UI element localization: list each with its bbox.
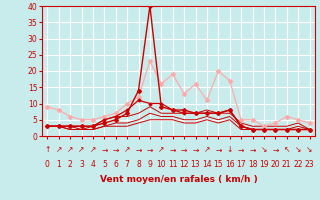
Text: →: → [192, 146, 199, 154]
Text: ↗: ↗ [90, 146, 96, 154]
Text: 17: 17 [236, 160, 246, 169]
Text: ↗: ↗ [55, 146, 62, 154]
Text: ↑: ↑ [44, 146, 51, 154]
Text: ↓: ↓ [227, 146, 233, 154]
Text: 15: 15 [213, 160, 223, 169]
Text: →: → [170, 146, 176, 154]
Text: 21: 21 [282, 160, 292, 169]
Text: 8: 8 [136, 160, 141, 169]
Text: ↗: ↗ [78, 146, 85, 154]
Text: ↗: ↗ [158, 146, 164, 154]
Text: 1: 1 [56, 160, 61, 169]
Text: →: → [215, 146, 221, 154]
Text: ↗: ↗ [67, 146, 73, 154]
Text: 16: 16 [225, 160, 235, 169]
Text: 19: 19 [259, 160, 269, 169]
Text: ↗: ↗ [124, 146, 130, 154]
Text: 10: 10 [156, 160, 166, 169]
Text: 11: 11 [168, 160, 178, 169]
Text: ↘: ↘ [295, 146, 301, 154]
Text: Vent moyen/en rafales ( km/h ): Vent moyen/en rafales ( km/h ) [100, 175, 257, 184]
Text: 12: 12 [179, 160, 189, 169]
Text: 14: 14 [202, 160, 212, 169]
Text: 9: 9 [148, 160, 152, 169]
Text: 7: 7 [125, 160, 130, 169]
Text: 13: 13 [191, 160, 200, 169]
Text: 18: 18 [248, 160, 257, 169]
Text: ↘: ↘ [306, 146, 313, 154]
Text: →: → [135, 146, 142, 154]
Text: ↘: ↘ [261, 146, 267, 154]
Text: 4: 4 [91, 160, 95, 169]
Text: 6: 6 [113, 160, 118, 169]
Text: →: → [181, 146, 187, 154]
Text: 22: 22 [293, 160, 303, 169]
Text: →: → [101, 146, 108, 154]
Text: →: → [238, 146, 244, 154]
Text: 2: 2 [68, 160, 72, 169]
Text: 5: 5 [102, 160, 107, 169]
Text: 23: 23 [305, 160, 314, 169]
Text: →: → [113, 146, 119, 154]
Text: →: → [147, 146, 153, 154]
Text: →: → [272, 146, 278, 154]
Text: 3: 3 [79, 160, 84, 169]
Text: 0: 0 [45, 160, 50, 169]
Text: 20: 20 [270, 160, 280, 169]
Text: ↖: ↖ [284, 146, 290, 154]
Text: →: → [249, 146, 256, 154]
Text: ↗: ↗ [204, 146, 210, 154]
